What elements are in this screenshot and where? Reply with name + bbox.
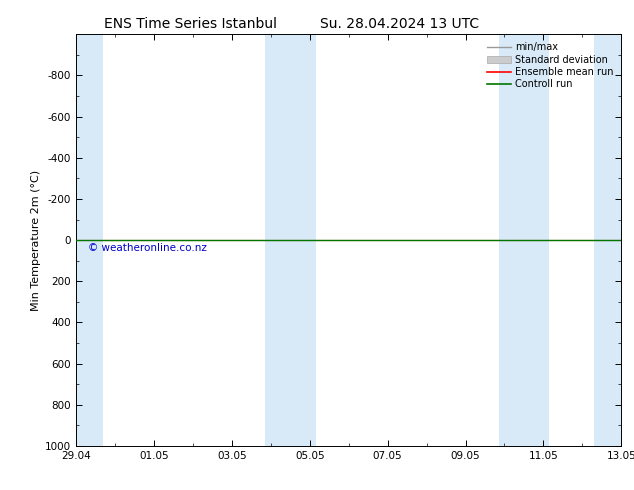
Legend: min/max, Standard deviation, Ensemble mean run, Controll run: min/max, Standard deviation, Ensemble me… <box>484 39 616 92</box>
Bar <box>70 34 103 446</box>
Bar <box>498 34 549 446</box>
Text: Su. 28.04.2024 13 UTC: Su. 28.04.2024 13 UTC <box>320 17 479 31</box>
Bar <box>265 34 316 446</box>
Y-axis label: Min Temperature 2m (°C): Min Temperature 2m (°C) <box>31 170 41 311</box>
Bar <box>594 34 627 446</box>
Text: ENS Time Series Istanbul: ENS Time Series Istanbul <box>104 17 276 31</box>
Text: © weatheronline.co.nz: © weatheronline.co.nz <box>87 243 207 253</box>
